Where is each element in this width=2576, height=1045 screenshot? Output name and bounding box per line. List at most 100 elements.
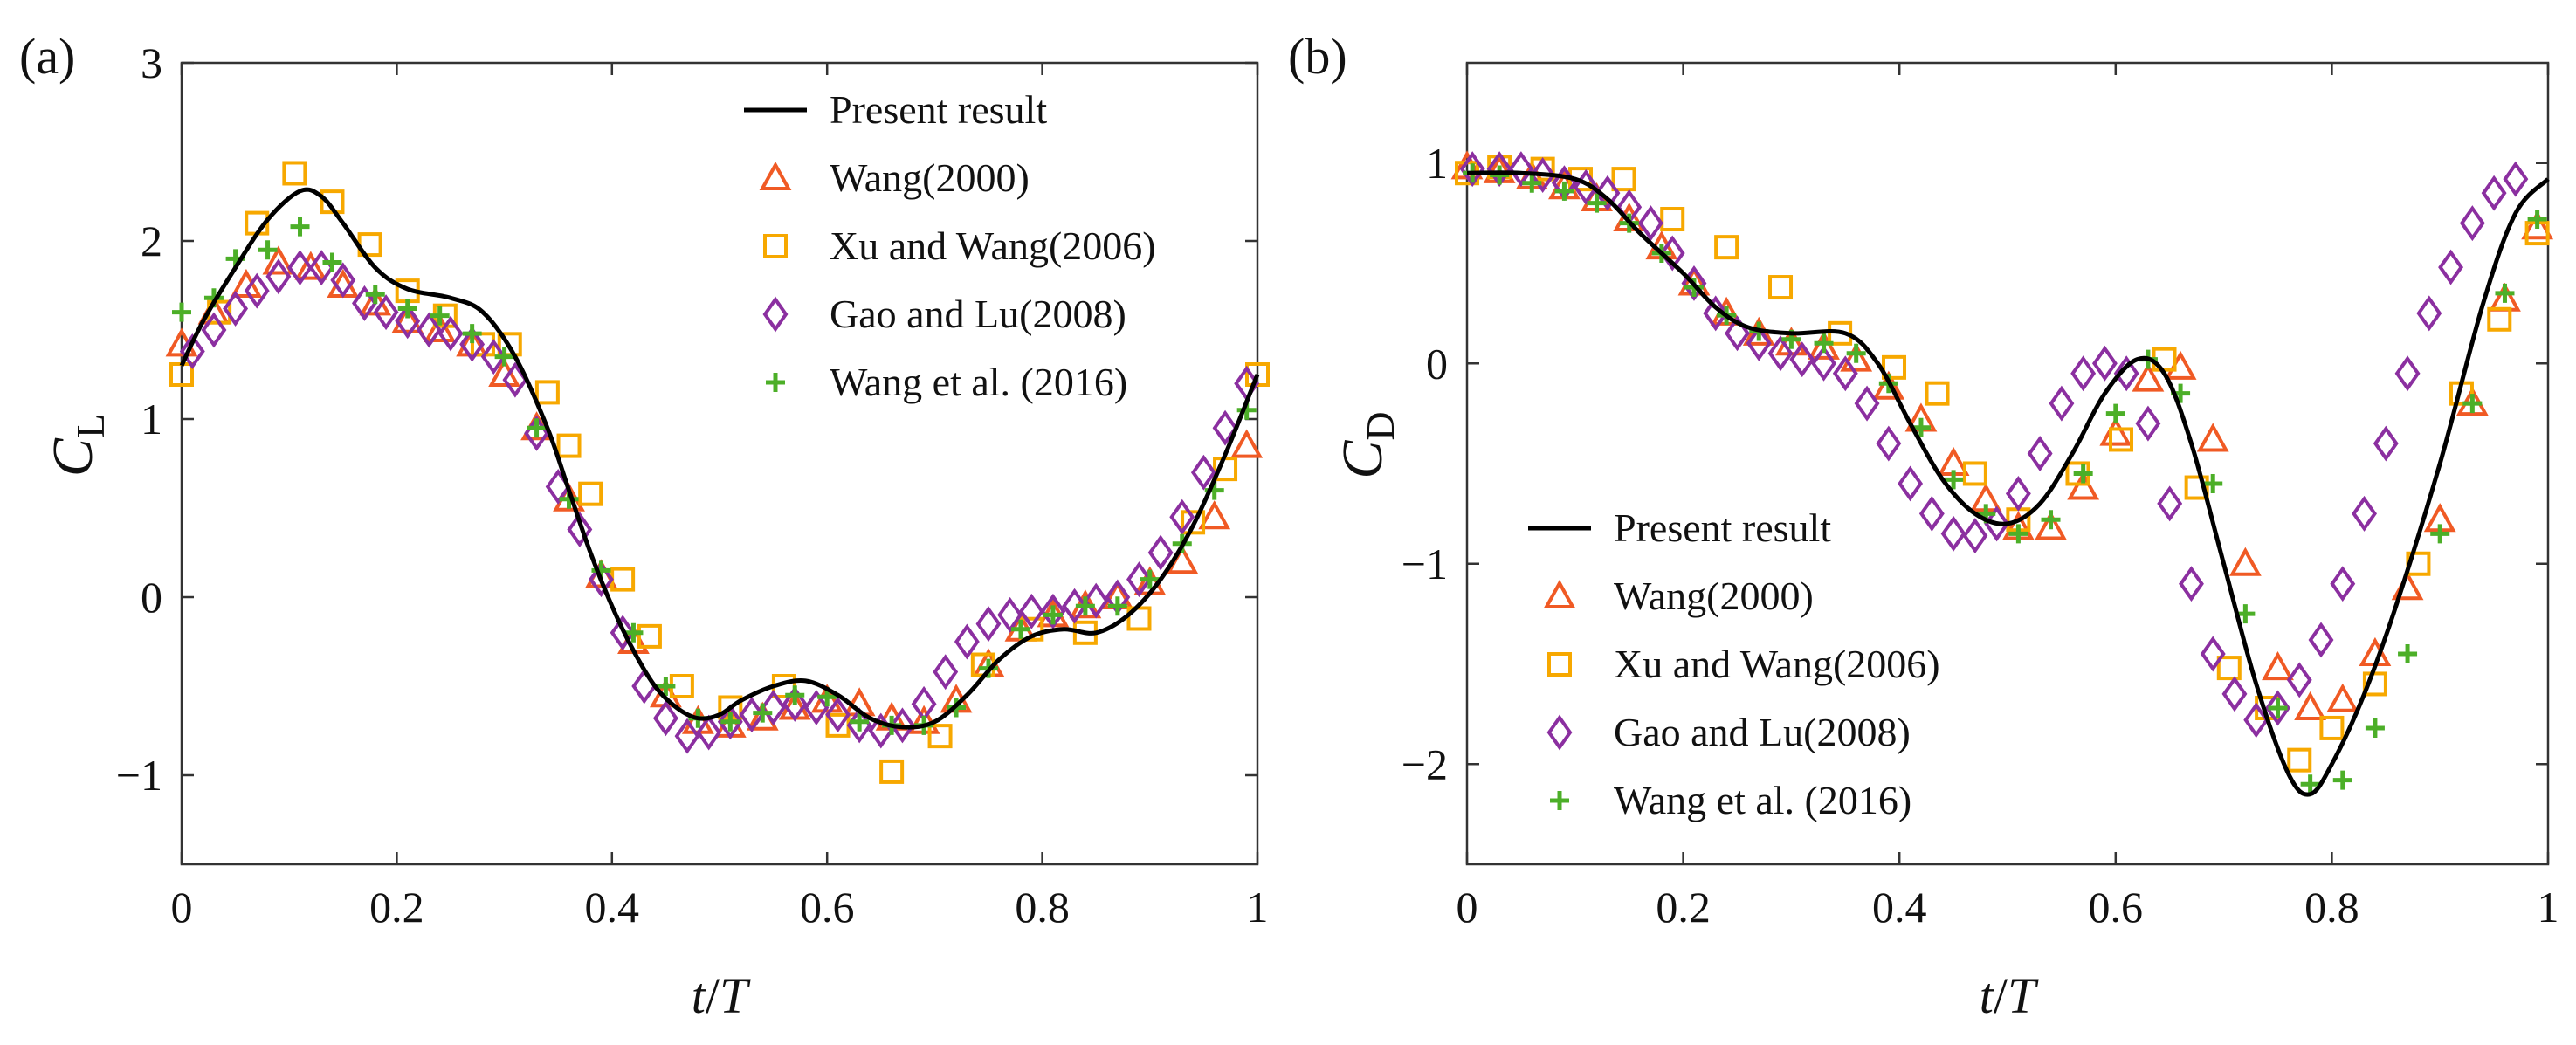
y-axis-title-a: CL [41,414,113,477]
point-b-square-5 [1660,207,1685,232]
series-a-plus [172,217,1257,735]
legend-b-label-0: Present result [1614,505,1831,550]
point-a-diamond-13 [459,326,486,362]
x-axis-title-a: t/T [692,967,751,1024]
x-tick-label-b-4: 0.8 [2304,883,2359,932]
x-tick-label-b-2: 0.4 [1872,883,1927,932]
point-a-plus-28 [1075,596,1095,616]
point-b-diamond-38 [2286,662,2312,698]
x-tick-label-a-4: 0.8 [1015,883,1070,932]
point-b-diamond-14 [1767,335,1794,372]
x-tick-label-a-3: 0.6 [800,883,855,932]
y-axis-title-main-b: C [1331,440,1395,479]
legend-b-diamond-swatch [1546,714,1573,751]
point-b-plus-18 [2041,510,2061,530]
axes-box-b [1465,61,2550,866]
y-tick-label-a-0: −1 [116,751,162,800]
point-a-square-12 [578,481,603,506]
point-a-square-20 [927,724,953,749]
point-b-square-20 [2319,715,2345,740]
point-b-square-11 [1962,461,1987,486]
y-tick-label-b-3: 1 [1426,139,1448,188]
legend-b-plus-swatch [1550,791,1569,810]
point-b-diamond-31 [2135,405,2161,442]
point-b-plus-26 [2300,774,2320,794]
point-b-diamond-40 [2330,566,2356,602]
legend-a: Present result Wang(2000) Xu and Wang(2006… [744,87,1156,404]
legend-b-label-3: Gao and Lu(2008) [1614,710,1911,754]
y-axis-title-sub-a: L [68,414,113,438]
legend-a-label-1: Wang(2000) [830,155,1030,200]
point-b-diamond-21 [1918,495,1945,532]
point-a-diamond-22 [652,700,678,737]
point-a-plus-4 [290,217,310,237]
point-a-diamond-30 [825,697,851,733]
point-b-triangle-12 [1840,342,1873,372]
point-b-plus-11 [1814,333,1834,354]
legend-a-label-3: Gao and Lu(2008) [830,292,1126,336]
point-b-plus-17 [2008,524,2028,544]
point-b-diamond-0 [1459,151,1485,188]
point-b-plus-12 [1846,343,1866,363]
point-a-plus-18 [753,703,773,723]
point-b-diamond-44 [2416,295,2442,332]
point-a-plus-30 [1140,569,1160,589]
point-b-diamond-46 [2459,205,2485,242]
point-b-plus-23 [2203,473,2223,493]
point-b-triangle-11 [1808,330,1840,360]
x-axis-title-b: t/T [1980,967,2039,1024]
point-a-diamond-27 [761,690,787,725]
point-b-triangle-33 [2521,210,2554,240]
point-b-diamond-30 [2113,355,2139,392]
point-b-triangle-19 [2067,471,2100,500]
point-b-plus-30 [2430,524,2450,544]
point-b-diamond-33 [2179,566,2204,602]
point-a-square-3 [282,161,307,186]
series-a-diamond [179,250,1260,754]
point-b-diamond-18 [1854,385,1880,422]
point-a-diamond-8 [351,285,377,321]
y-axis-title-b: CD [1331,411,1402,478]
point-b-diamond-43 [2394,355,2421,392]
y-tick-label-b-0: −2 [1402,739,1448,788]
x-tick-label-b-0: 0 [1457,883,1478,932]
point-b-plus-4 [1587,193,1607,213]
panel-label-a: (a) [19,28,75,85]
x-tick-label-b-1: 0.2 [1656,883,1711,932]
point-a-diamond-41 [1062,588,1088,624]
y-tick-label-b-2: 0 [1426,339,1448,388]
point-a-diamond-37 [975,606,1002,643]
point-b-square-9 [1882,354,1907,380]
point-b-diamond-48 [2503,161,2529,197]
point-a-plus-6 [365,285,385,305]
point-b-plus-33 [2527,210,2547,230]
legend-b: Present result Wang(2000) Xu and Wang(2006… [1528,505,1940,822]
point-a-square-11 [556,433,582,458]
point-a-plus-8 [430,306,450,326]
point-a-diamond-18 [567,512,593,547]
point-a-diamond-0 [179,333,205,369]
point-b-square-10 [1925,381,1950,406]
point-a-diamond-1 [201,312,227,348]
y-tick-label-a-3: 2 [141,217,162,265]
point-b-plus-20 [2105,403,2125,423]
point-b-diamond-37 [2265,690,2290,726]
x-tick-label-b-5: 1 [2538,883,2559,932]
point-a-triangle-8 [424,313,457,342]
point-a-diamond-10 [395,303,421,340]
legend-a-label-2: Xu and Wang(2006) [830,223,1156,268]
y-tick-label-b-1: −1 [1402,540,1448,588]
point-a-triangle-7 [391,304,424,333]
point-b-triangle-13 [1872,370,1905,400]
point-a-diamond-25 [717,704,743,740]
point-a-triangle-3 [262,245,295,275]
point-a-plus-11 [527,418,547,438]
point-a-diamond-48 [1212,409,1238,446]
y-tick-label-a-4: 3 [141,38,162,87]
point-a-triangle-4 [294,251,327,280]
point-a-plus-9 [462,324,482,344]
point-a-plus-26 [1010,619,1030,639]
point-a-plus-3 [258,240,278,260]
point-a-diamond-14 [480,339,506,375]
series-b-diamond [1459,151,2529,739]
